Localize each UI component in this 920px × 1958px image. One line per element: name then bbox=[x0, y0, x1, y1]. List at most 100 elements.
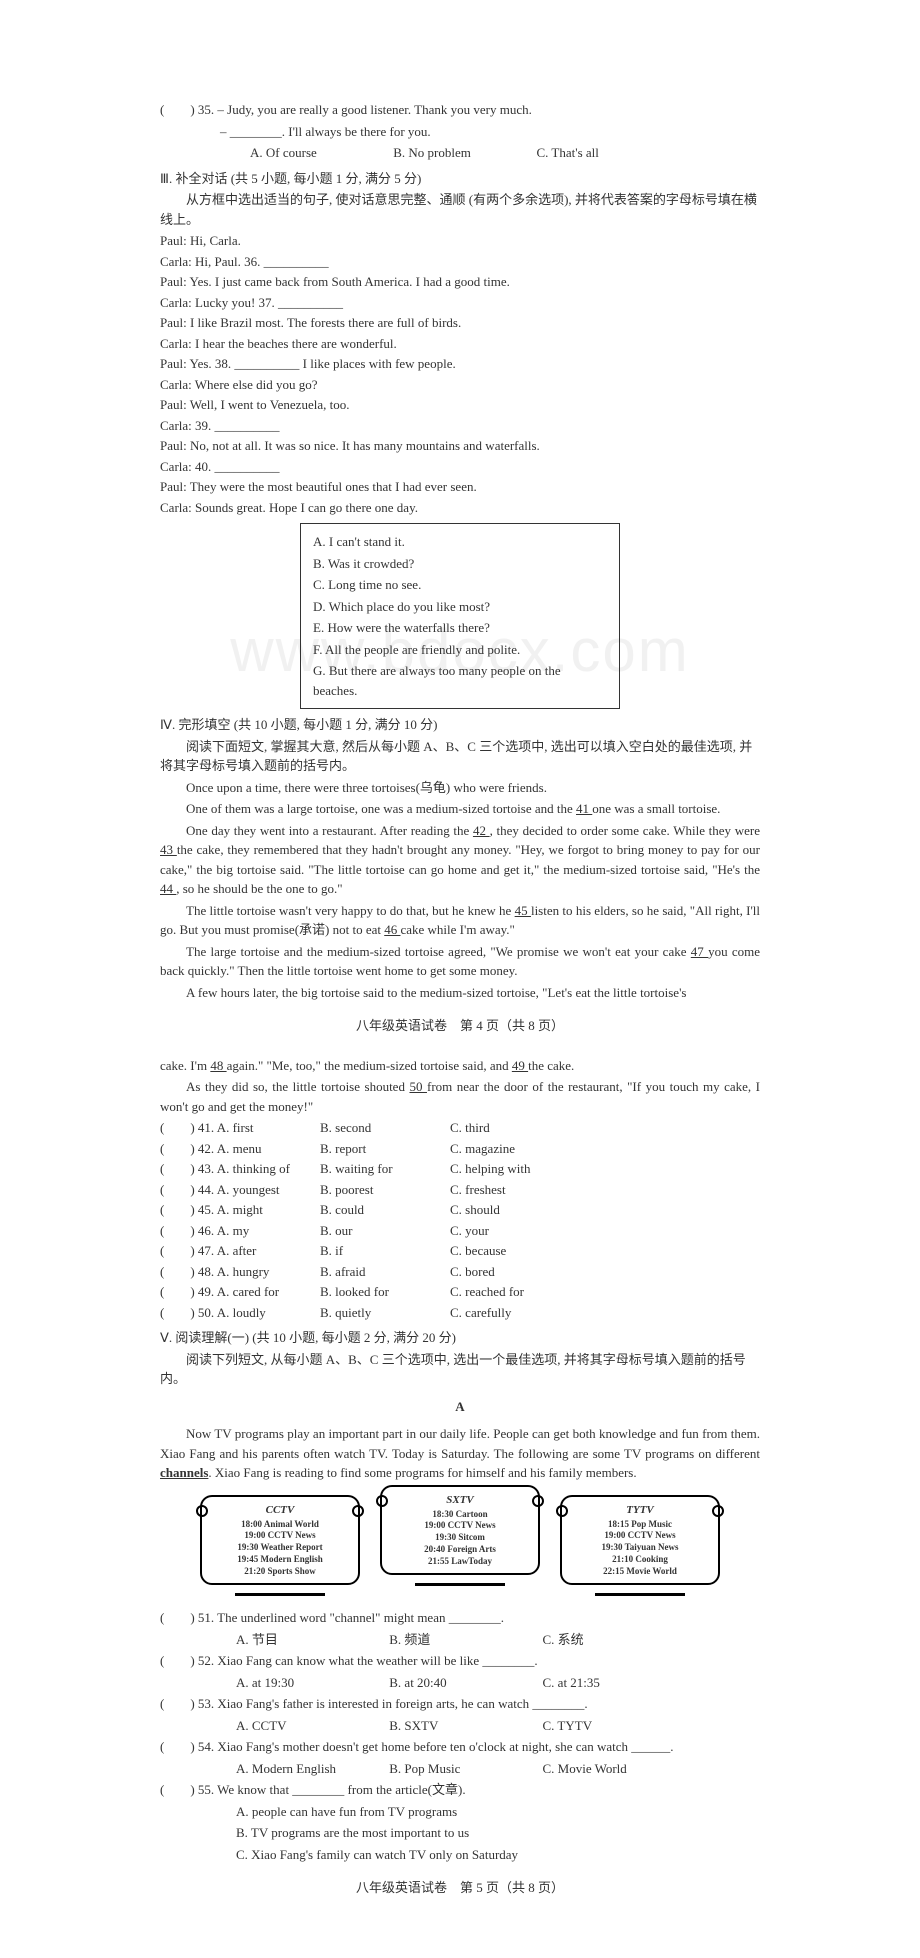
dialog-options-box: A. I can't stand it. B. Was it crowded? … bbox=[300, 523, 620, 709]
p7b: again." "Me, too," the medium-sized tort… bbox=[227, 1058, 512, 1073]
box-optE: E. How were the waterfalls there? bbox=[313, 618, 607, 638]
q44-a: ( ) 44. A. youngest bbox=[160, 1180, 320, 1200]
dialog-l10: Carla: 39. __________ bbox=[160, 416, 760, 436]
q55-b: B. TV programs are the most important to… bbox=[160, 1823, 760, 1843]
p5a: The large tortoise and the medium-sized … bbox=[186, 944, 691, 959]
dialog-l7: Paul: Yes. 38. __________ I like places … bbox=[160, 354, 760, 374]
q53-c: C. TYTV bbox=[543, 1718, 593, 1733]
cloze-q48: ( ) 48. A. hungryB. afraidC. bored bbox=[160, 1262, 760, 1282]
passage-p1: Once upon a time, there were three torto… bbox=[160, 778, 760, 798]
q55-c: C. Xiao Fang's family can watch TV only … bbox=[160, 1845, 760, 1865]
passage-p4: The little tortoise wasn't very happy to… bbox=[160, 901, 760, 940]
q45-b: B. could bbox=[320, 1200, 450, 1220]
cloze-q45: ( ) 45. A. mightB. couldC. should bbox=[160, 1200, 760, 1220]
q41-c: C. third bbox=[450, 1118, 570, 1138]
readingA-p1b: . Xiao Fang is reading to find some prog… bbox=[208, 1465, 636, 1480]
p3c: , they decided to order some cake. While… bbox=[490, 823, 760, 838]
q43-b: B. waiting for bbox=[320, 1159, 450, 1179]
q51-text: ( ) 51. The underlined word "channel" mi… bbox=[160, 1608, 760, 1628]
q41-a: ( ) 41. A. first bbox=[160, 1118, 320, 1138]
blank-50: 50 bbox=[409, 1079, 427, 1094]
q42-c: C. magazine bbox=[450, 1139, 570, 1159]
readingA-p1a: Now TV programs play an important part i… bbox=[160, 1426, 760, 1461]
tytv-l4: 21:10 Cooking bbox=[572, 1554, 708, 1566]
q54-opts: A. Modern English B. Pop Music C. Movie … bbox=[160, 1759, 760, 1779]
cloze-q44: ( ) 44. A. youngestB. poorestC. freshest bbox=[160, 1180, 760, 1200]
page-footer-4: 八年级英语试卷 第 4 页（共 8 页） bbox=[160, 1016, 760, 1036]
box-optA: A. I can't stand it. bbox=[313, 532, 607, 552]
blank-47: 47 bbox=[691, 944, 708, 959]
readingA-channels: channels bbox=[160, 1465, 208, 1480]
reading-sub-a: A bbox=[160, 1397, 760, 1417]
q53-opts: A. CCTV B. SXTV C. TYTV bbox=[160, 1716, 760, 1736]
q35-line1: ( ) 35. – Judy, you are really a good li… bbox=[160, 100, 760, 120]
dialog-l11: Paul: No, not at all. It was so nice. It… bbox=[160, 436, 760, 456]
cctv-l4: 19:45 Modern English bbox=[212, 1554, 348, 1566]
passage-p7: cake. I'm 48 again." "Me, too," the medi… bbox=[160, 1056, 760, 1076]
p7c: the cake. bbox=[528, 1058, 574, 1073]
q35-line2: – ________. I'll always be there for you… bbox=[160, 122, 760, 142]
section4-title: Ⅳ. 完形填空 (共 10 小题, 每小题 1 分, 满分 10 分) bbox=[160, 715, 760, 735]
cloze-q47: ( ) 47. A. afterB. ifC. because bbox=[160, 1241, 760, 1261]
box-optG: G. But there are always too many people … bbox=[313, 661, 607, 700]
cloze-q41: ( ) 41. A. firstB. secondC. third bbox=[160, 1118, 760, 1138]
dialog-l5: Paul: I like Brazil most. The forests th… bbox=[160, 313, 760, 333]
tytv-l2: 19:00 CCTV News bbox=[572, 1530, 708, 1542]
box-optD: D. Which place do you like most? bbox=[313, 597, 607, 617]
q52-b: B. at 20:40 bbox=[389, 1673, 539, 1693]
section5-instruction: 阅读下列短文, 从每小题 A、B、C 三个选项中, 选出一个最佳选项, 并将其字… bbox=[160, 1350, 760, 1389]
dialog-l8: Carla: Where else did you go? bbox=[160, 375, 760, 395]
blank-49: 49 bbox=[512, 1058, 528, 1073]
q43-c: C. helping with bbox=[450, 1159, 570, 1179]
q55-a: A. people can have fun from TV programs bbox=[160, 1802, 760, 1822]
q52-a: A. at 19:30 bbox=[236, 1673, 386, 1693]
passage-p6: A few hours later, the big tortoise said… bbox=[160, 983, 760, 1003]
dialog-l13: Paul: They were the most beautiful ones … bbox=[160, 477, 760, 497]
readingA-para: Now TV programs play an important part i… bbox=[160, 1424, 760, 1483]
sxtv-l2: 19:00 CCTV News bbox=[392, 1520, 528, 1532]
sxtv-title: SXTV bbox=[392, 1493, 528, 1507]
passage-p2: One of them was a large tortoise, one wa… bbox=[160, 799, 760, 819]
q55-text: ( ) 55. We know that ________ from the a… bbox=[160, 1780, 760, 1800]
q45-c: C. should bbox=[450, 1200, 570, 1220]
blank-45: 45 bbox=[515, 903, 531, 918]
blank-42: 42 bbox=[473, 823, 490, 838]
q50-c: C. carefully bbox=[450, 1303, 570, 1323]
q46-b: B. our bbox=[320, 1221, 450, 1241]
sxtv-l5: 21:55 LawToday bbox=[392, 1556, 528, 1568]
q48-b: B. afraid bbox=[320, 1262, 450, 1282]
sxtv-l4: 20:40 Foreign Arts bbox=[392, 1544, 528, 1556]
blank-48: 48 bbox=[210, 1058, 226, 1073]
q54-c: C. Movie World bbox=[543, 1761, 627, 1776]
tytv-base bbox=[595, 1593, 685, 1596]
cloze-q46: ( ) 46. A. myB. ourC. your bbox=[160, 1221, 760, 1241]
section5-title: Ⅴ. 阅读理解(一) (共 10 小题, 每小题 2 分, 满分 20 分) bbox=[160, 1328, 760, 1348]
cctv-title: CCTV bbox=[212, 1503, 348, 1517]
tv-cctv: CCTV 18:00 Animal World 19:00 CCTV News … bbox=[200, 1495, 360, 1586]
cctv-base bbox=[235, 1593, 325, 1596]
dialog-l12: Carla: 40. __________ bbox=[160, 457, 760, 477]
tytv-l3: 19:30 Taiyuan News bbox=[572, 1542, 708, 1554]
cctv-l1: 18:00 Animal World bbox=[212, 1519, 348, 1531]
q47-b: B. if bbox=[320, 1241, 450, 1261]
section3-instruction: 从方框中选出适当的句子, 使对话意思完整、通顺 (有两个多余选项), 并将代表答… bbox=[160, 190, 760, 229]
cloze-q43: ( ) 43. A. thinking ofB. waiting forC. h… bbox=[160, 1159, 760, 1179]
blank-44: 44 bbox=[160, 881, 176, 896]
passage-p5: The large tortoise and the medium-sized … bbox=[160, 942, 760, 981]
blank-43: 43 bbox=[160, 842, 177, 857]
tv-sxtv-wrapper: SXTV 18:30 Cartoon 19:00 CCTV News 19:30… bbox=[380, 1485, 540, 1579]
tv-cctv-wrapper: CCTV 18:00 Animal World 19:00 CCTV News … bbox=[200, 1495, 360, 1589]
p2a: One of them was a large tortoise, one wa… bbox=[186, 801, 576, 816]
q44-c: C. freshest bbox=[450, 1180, 570, 1200]
page-content: ( ) 35. – Judy, you are really a good li… bbox=[160, 100, 760, 1898]
q53-text: ( ) 53. Xiao Fang's father is interested… bbox=[160, 1694, 760, 1714]
p3d: the cake, they remembered that they hadn… bbox=[160, 842, 760, 877]
q47-c: C. because bbox=[450, 1241, 570, 1261]
cctv-l2: 19:00 CCTV News bbox=[212, 1530, 348, 1542]
p3e: , so he should be the one to go." bbox=[176, 881, 342, 896]
cctv-l5: 21:20 Sports Show bbox=[212, 1566, 348, 1578]
section3-title: Ⅲ. 补全对话 (共 5 小题, 每小题 1 分, 满分 5 分) bbox=[160, 169, 760, 189]
tv-tytv-wrapper: TYTV 18:15 Pop Music 19:00 CCTV News 19:… bbox=[560, 1495, 720, 1589]
q35-optC: C. That's all bbox=[537, 145, 599, 160]
q52-text: ( ) 52. Xiao Fang can know what the weat… bbox=[160, 1651, 760, 1671]
